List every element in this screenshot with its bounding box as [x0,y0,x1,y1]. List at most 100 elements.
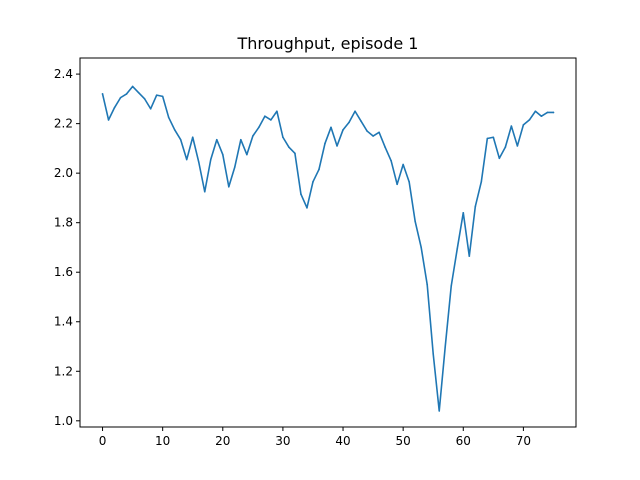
data-point [552,111,555,114]
data-point [240,138,242,141]
data-point [426,283,429,286]
data-point [312,181,314,183]
data-point [378,131,380,134]
data-point [348,121,350,124]
data-point [119,96,122,99]
plot-frame [79,57,577,428]
data-point [336,145,338,147]
series-line [101,85,555,412]
x-tick-label: 0 [99,434,107,448]
series-layer [101,85,555,412]
data-point [234,166,236,168]
data-point [492,136,495,139]
data-point [534,110,537,113]
data-point [185,158,188,161]
data-point [306,207,308,209]
data-point [294,152,296,155]
data-point [179,138,182,141]
data-point [498,157,501,160]
x-tick-label: 40 [335,434,350,448]
data-point [252,135,254,137]
data-point [474,205,477,208]
data-point [528,119,531,121]
chart-title: Throughput, episode 1 [237,34,419,53]
data-point [522,124,525,126]
data-point [228,185,230,188]
y-tick-label: 2.0 [54,166,73,180]
data-point [396,183,398,186]
data-point [366,130,368,132]
data-point [330,126,332,129]
data-point [318,168,320,171]
y-tick-label: 1.0 [54,414,73,428]
data-point [161,95,164,98]
data-point [288,146,290,148]
x-axis: 0 10 20 30 40 50 60 70 [99,427,531,448]
y-tick-label: 1.6 [54,265,73,279]
data-point [209,158,212,161]
data-point [191,136,194,139]
data-point [360,120,362,122]
data-point [137,91,140,94]
x-tick-label: 70 [516,434,531,448]
x-tick-label: 30 [275,434,290,448]
data-point [402,163,404,166]
data-point [167,116,170,119]
data-point [276,110,278,113]
y-tick-label: 2.4 [54,67,73,81]
data-point [546,111,549,114]
data-point [456,247,459,250]
y-tick-label: 1.2 [54,364,73,378]
data-point [258,126,260,129]
data-point [510,125,513,127]
y-tick-label: 1.8 [54,216,73,230]
data-point [540,115,543,117]
data-point [444,345,447,348]
data-point [131,85,134,88]
data-point [155,94,158,96]
data-point [197,161,200,163]
data-point [300,193,302,196]
x-tick-label: 10 [155,434,170,448]
data-point [113,106,116,109]
data-point [221,153,224,156]
data-point [384,146,386,148]
series-points [101,85,555,412]
data-point [480,181,483,183]
x-tick-label: 60 [456,434,471,448]
data-point [504,146,507,148]
data-point [450,285,453,287]
data-point [270,119,272,121]
data-point [414,220,416,223]
data-point [516,145,519,147]
data-point [462,211,465,214]
data-point [342,129,344,131]
data-point [173,129,176,131]
y-tick-label: 2.2 [54,117,73,131]
data-point [282,136,284,139]
data-point [438,410,441,412]
data-point [420,246,422,249]
data-point [324,142,326,145]
y-tick-label: 1.4 [54,315,73,329]
x-tick-label: 20 [215,434,230,448]
data-point [354,110,356,113]
data-point [390,159,392,162]
data-point [486,137,489,140]
data-point [215,138,218,141]
data-point [408,181,410,183]
data-point [107,119,110,121]
y-axis: 1.0 1.2 1.4 1.6 1.8 2.0 2.2 2.4 [54,67,80,428]
data-point [432,353,435,355]
data-point [246,153,248,156]
data-point [468,255,471,257]
x-tick-label: 50 [396,434,411,448]
data-point [372,135,374,137]
data-point [143,98,146,100]
data-point [149,107,152,110]
data-point [203,190,206,193]
data-point [264,115,266,117]
data-point [101,93,104,95]
